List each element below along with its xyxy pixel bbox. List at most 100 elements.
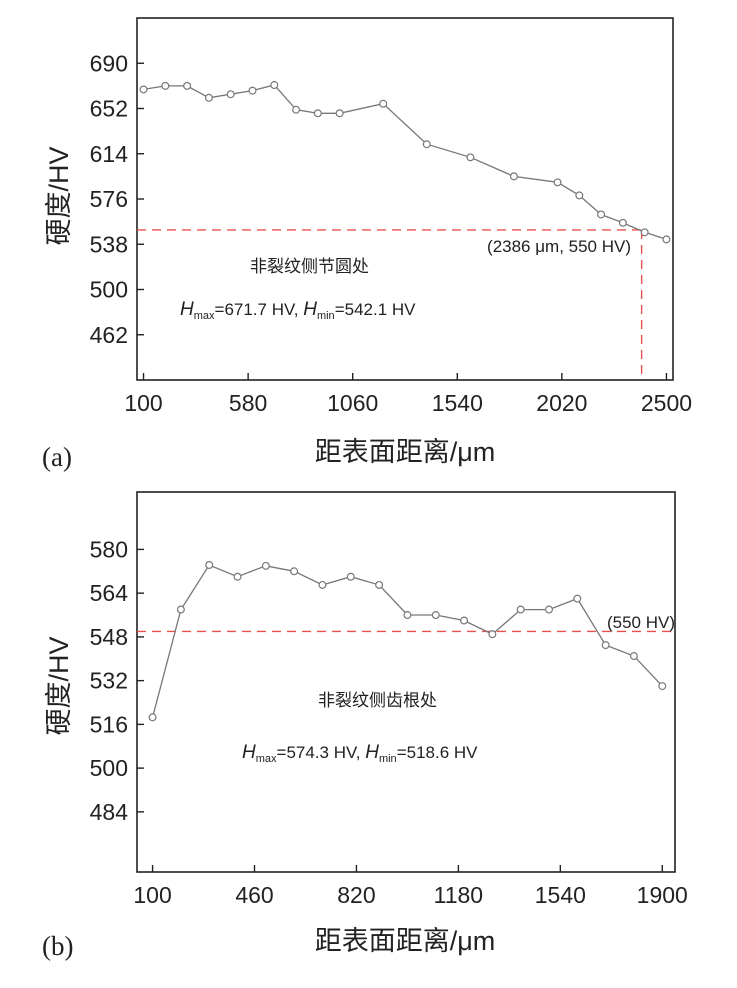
hardness-range-b: Hmax=574.3 HV, Hmin=518.6 HV <box>242 742 478 765</box>
hmin-symbol-b: H <box>365 742 379 763</box>
y-tick-label: 576 <box>90 186 128 212</box>
x-axis-label-a: 距表面距离/μm <box>315 437 496 467</box>
data-point <box>261 561 270 570</box>
plot-frame-b <box>136 491 676 873</box>
x-tick-label: 1060 <box>327 390 378 416</box>
data-point <box>460 616 469 625</box>
y-tick-label: 564 <box>90 580 129 606</box>
data-point <box>226 90 235 99</box>
data-point <box>553 178 562 187</box>
y-tick-label: 580 <box>90 536 128 562</box>
data-point <box>573 594 582 603</box>
data-point <box>183 81 192 90</box>
location-label-a: 非裂纹侧节圆处 <box>250 257 369 276</box>
data-point <box>270 81 279 90</box>
data-point <box>662 235 671 244</box>
y-tick-label: 516 <box>90 711 128 737</box>
x-tick-label: 460 <box>235 882 273 908</box>
data-points-a <box>139 81 671 244</box>
data-point <box>640 228 649 237</box>
reference-lines-a <box>137 229 643 380</box>
hmax-subscript-b: max <box>256 753 277 765</box>
data-point <box>488 630 497 639</box>
y-tick-label: 484 <box>90 799 129 825</box>
data-point <box>335 109 344 118</box>
reference-point-label-a: (2386 μm, 550 HV) <box>487 237 631 256</box>
y-tick-label: 548 <box>90 624 128 650</box>
data-point <box>176 605 185 614</box>
hmax-value-a: =671.7 HV, <box>215 300 304 319</box>
data-point <box>292 105 301 114</box>
data-point <box>597 210 606 219</box>
x-tick-label: 2500 <box>641 390 692 416</box>
data-point <box>658 682 667 691</box>
data-point <box>379 99 388 108</box>
y-tick-label: 614 <box>90 141 129 167</box>
data-point <box>575 191 584 200</box>
data-point <box>422 140 431 149</box>
data-point <box>233 572 242 581</box>
y-tick-label: 652 <box>90 96 128 122</box>
panel-b: 100 460 820 1180 1540 1900 484 500 516 532 548 564 5… <box>42 491 688 961</box>
series-line-a <box>143 84 667 241</box>
hmax-symbol-a: H <box>180 299 194 320</box>
hmax-value-b: =574.3 HV, <box>277 743 366 762</box>
data-point <box>139 85 148 94</box>
y-tick-label: 500 <box>90 277 128 303</box>
data-point <box>148 713 157 722</box>
data-point <box>509 172 518 181</box>
data-point <box>466 153 475 162</box>
hmax-subscript-a: max <box>194 310 215 322</box>
x-tick-label: 100 <box>124 390 162 416</box>
y-tick-label: 538 <box>90 231 128 257</box>
location-label-b: 非裂纹侧齿根处 <box>318 691 437 710</box>
y-tick-label: 690 <box>90 50 128 76</box>
x-axis-label-b: 距表面距离/μm <box>315 926 496 956</box>
hmin-symbol-a: H <box>303 299 317 320</box>
data-point <box>403 611 412 620</box>
x-tick-label: 100 <box>133 882 171 908</box>
data-point <box>204 93 213 102</box>
plot-frame-a <box>136 17 674 381</box>
data-point <box>544 605 553 614</box>
data-point <box>601 641 610 650</box>
y-tick-label: 500 <box>90 755 128 781</box>
data-point <box>205 560 214 569</box>
y-tick-label: 462 <box>90 322 128 348</box>
hmin-subscript-a: min <box>317 310 335 322</box>
y-axis-label-b: 硬度/HV <box>44 636 74 735</box>
x-tick-label: 580 <box>229 390 267 416</box>
data-point <box>629 652 638 661</box>
reference-label-b: (550 HV) <box>607 613 675 632</box>
y-tick-label: 532 <box>90 668 128 694</box>
data-point <box>516 605 525 614</box>
ticks-a: 100 580 1060 1540 2020 2500 462 500 538 576 614 652… <box>90 50 692 416</box>
hmin-value-b: =518.6 HV <box>397 743 478 762</box>
data-points-b <box>148 560 667 722</box>
data-point <box>346 572 355 581</box>
x-tick-label: 1540 <box>535 882 586 908</box>
hmax-symbol-b: H <box>242 742 256 763</box>
data-point <box>375 580 384 589</box>
data-point <box>248 86 257 95</box>
x-tick-label: 2020 <box>536 390 587 416</box>
panel-label-b: (b) <box>42 931 73 961</box>
data-point <box>313 109 322 118</box>
ticks-b: 100 460 820 1180 1540 1900 484 500 516 532 548 564 5… <box>90 536 688 908</box>
data-point <box>318 580 327 589</box>
data-point <box>618 218 627 227</box>
hmin-value-a: =542.1 HV <box>335 300 416 319</box>
x-tick-label: 1540 <box>432 390 483 416</box>
x-tick-label: 820 <box>337 882 375 908</box>
data-point <box>290 567 299 576</box>
y-axis-label-a: 硬度/HV <box>44 146 74 245</box>
data-point <box>161 81 170 90</box>
x-tick-label: 1180 <box>434 882 483 908</box>
hardness-range-a: Hmax=671.7 HV, Hmin=542.1 HV <box>180 299 416 322</box>
panel-label-a: (a) <box>42 442 72 472</box>
x-tick-label: 1900 <box>637 882 688 908</box>
hmin-subscript-b: min <box>379 753 397 765</box>
data-point <box>431 611 440 620</box>
panel-a: 100 580 1060 1540 2020 2500 462 500 538 576 614 652… <box>42 17 692 472</box>
